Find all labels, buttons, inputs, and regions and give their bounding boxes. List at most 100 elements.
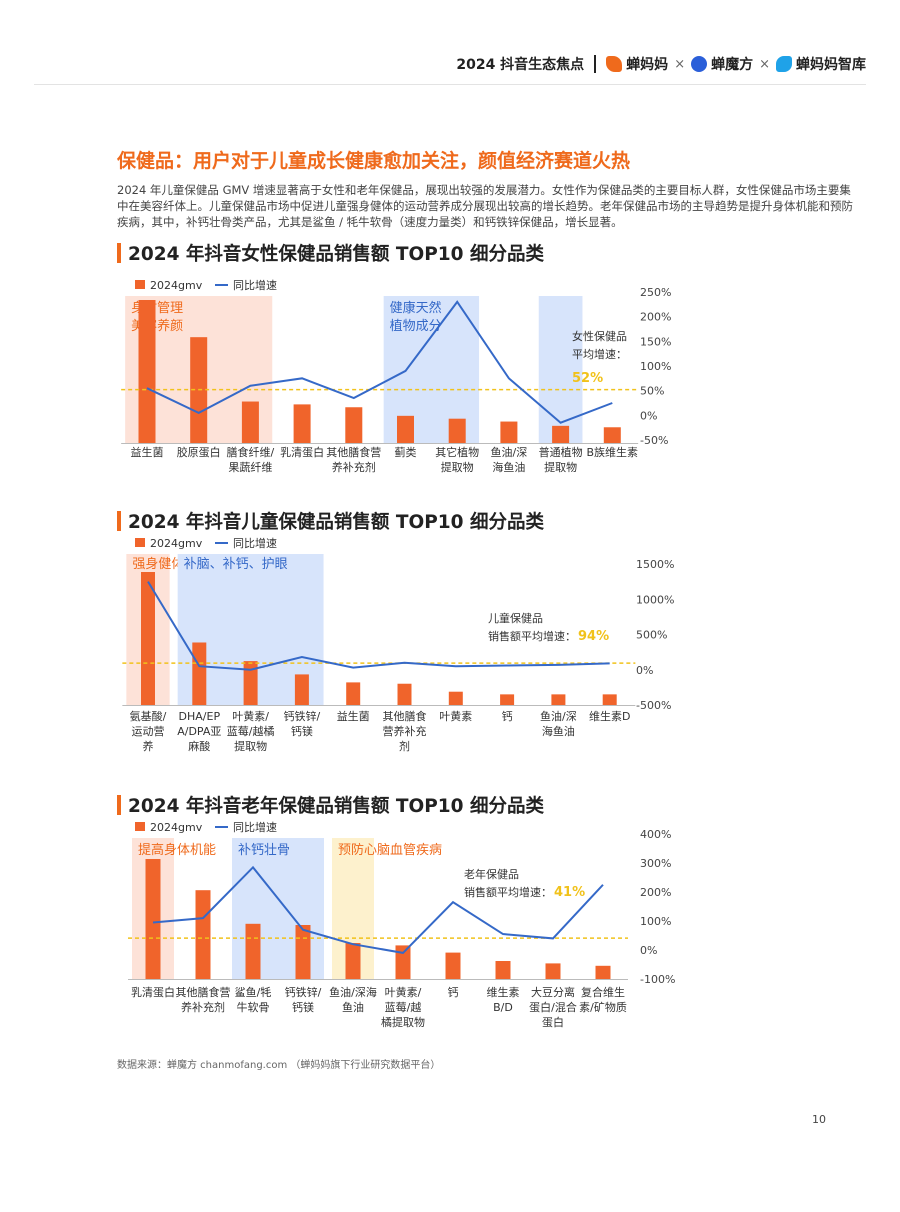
bar-9 — [551, 694, 566, 705]
y2-tick-label: 200% — [640, 311, 671, 324]
page-number: 10 — [812, 1113, 826, 1126]
category-label-8: 维生素 — [487, 985, 520, 999]
category-label-8: 钙 — [502, 709, 513, 723]
brand-chanmama: 蝉妈妈 — [606, 54, 668, 74]
bar-6 — [395, 945, 411, 979]
legend-bar-label: 2024gmv — [150, 279, 203, 292]
segment-label: 健康天然 — [390, 300, 442, 316]
segment-zone — [538, 296, 583, 443]
brand-separator: × — [759, 56, 770, 72]
bar-7 — [448, 691, 463, 705]
category-label-2: 胶原蛋白 — [177, 445, 221, 459]
category-label-6: 叶黄素/ — [385, 985, 422, 999]
growth-line — [152, 865, 604, 954]
segment-label: 强身健体 — [132, 556, 184, 572]
average-label: 平均增速： — [572, 347, 627, 361]
data-source-note: 数据来源：蝉魔方 chanmofang.com （蝉妈妈旗下行业研究数据平台） — [117, 1060, 441, 1071]
bar-5 — [346, 682, 361, 705]
bar-10 — [602, 694, 617, 705]
bar-1 — [145, 859, 161, 979]
category-label-9: 鱼油/深 — [540, 709, 577, 723]
category-label-3: 果蔬纤维 — [228, 461, 272, 474]
elderly-health-chart: 提高身体机能 补钙壮骨 预防心脑血管疾病 2024gmv 同比增速 400% 300% 200… — [128, 820, 675, 1029]
category-label-2: 其他膳食营 — [176, 985, 231, 999]
title-accent-bar — [117, 795, 121, 815]
bar-1 — [138, 300, 156, 443]
y2-tick-label: 0% — [636, 664, 653, 677]
category-label-8: 鱼油/深 — [491, 445, 528, 459]
category-label-9: 海鱼油 — [542, 724, 575, 738]
chart-title-elderly: 2024 年抖音老年保健品销售额 TOP10 细分品类 — [117, 792, 544, 818]
bar-8 — [500, 694, 515, 705]
brand-chanmofang: 蝉魔方 — [691, 54, 753, 74]
legend-line-label: 同比增速 — [233, 536, 277, 550]
category-label-2: 养补充剂 — [181, 1000, 225, 1014]
category-label-2: A/DPA亚 — [177, 725, 221, 738]
segment-label: 植物成分 — [390, 319, 442, 334]
report-header: 2024 抖音生态焦点 蝉妈妈 × 蝉魔方 × 蝉妈妈智库 — [456, 50, 866, 78]
segment-label: 提高身体机能 — [138, 842, 216, 858]
category-label-9: 蛋白 — [542, 1015, 564, 1029]
category-label-3: 牛软骨 — [237, 1000, 270, 1014]
category-label-2: 麻酸 — [188, 739, 210, 753]
y2-tick-label: 0% — [640, 409, 657, 422]
report-name: 2024 抖音生态焦点 — [456, 57, 585, 73]
bar-3 — [243, 661, 258, 705]
zhiku-logo-icon — [776, 56, 792, 72]
average-label: 儿童保健品 — [488, 611, 543, 625]
legend-bar-swatch — [135, 822, 145, 831]
category-label-6: 蓝莓/越 — [385, 1000, 422, 1014]
category-label-10: 维生素D — [589, 709, 630, 723]
segment-label: 补钙壮骨 — [238, 843, 290, 858]
brand-zhiku-name: 蝉妈妈智库 — [796, 57, 866, 73]
bar-10 — [603, 427, 621, 443]
y2-tick-label: 0% — [640, 944, 657, 957]
legend-line-label: 同比增速 — [233, 820, 277, 834]
bar-6 — [397, 683, 412, 705]
category-label-8: 海鱼油 — [492, 460, 525, 474]
category-label-7: 钙 — [448, 985, 459, 999]
bar-4 — [294, 674, 309, 705]
category-label-3: 提取物 — [234, 739, 267, 753]
bar-7 — [445, 952, 461, 979]
bar-9 — [545, 963, 561, 979]
category-label-7: 其它植物 — [435, 445, 479, 459]
category-label-6: 蓟类 — [395, 445, 417, 459]
legend-bar-label: 2024gmv — [150, 821, 203, 834]
title-accent-bar — [117, 511, 121, 531]
y2-tick-label: 50% — [640, 385, 664, 398]
category-label-5: 其他膳食营 — [326, 445, 381, 459]
bar-8 — [495, 961, 511, 979]
brand-chanmama-zhiku: 蝉妈妈智库 — [776, 54, 866, 74]
category-label-4: 钙镁 — [291, 724, 313, 738]
growth-line — [146, 300, 613, 424]
category-label-2: DHA/EP — [179, 710, 221, 723]
bar-2 — [192, 642, 207, 705]
bar-10 — [595, 965, 611, 979]
category-label-1: 氨基酸/ — [130, 709, 167, 723]
average-value: 94% — [578, 629, 609, 644]
category-label-3: 蓝莓/越橘 — [227, 724, 275, 738]
y2-tick-label: 100% — [640, 915, 671, 928]
y2-tick-label: 300% — [640, 857, 671, 870]
category-label-4: 钙铁锌/ — [285, 985, 322, 999]
y2-tick-label: -500% — [636, 699, 671, 712]
category-label-8: B/D — [493, 1001, 513, 1014]
bar-6 — [397, 415, 414, 443]
category-label-10: 素/矿物质 — [579, 1000, 627, 1014]
chart-title-women-text: 2024 年抖音女性保健品销售额 TOP10 细分品类 — [128, 244, 544, 265]
category-label-5: 益生菌 — [337, 709, 370, 723]
category-label-1: 乳清蛋白 — [131, 985, 175, 999]
title-accent-bar — [117, 243, 121, 263]
brand-chanmofang-name: 蝉魔方 — [711, 57, 754, 73]
category-label-7: 叶黄素 — [439, 709, 472, 723]
average-label: 销售额平均增速： — [488, 629, 576, 643]
category-label-5: 养补充剂 — [332, 460, 376, 474]
growth-line — [147, 581, 610, 671]
average-label: 销售额平均增速： — [464, 885, 552, 899]
category-label-4: 钙铁锌/ — [284, 709, 321, 723]
page-title: 保健品：用户对于儿童成长健康愈加关注，颜值经济赛道火热 — [117, 150, 631, 172]
y2-tick-label: 200% — [640, 886, 671, 899]
category-label-1: 运动营 — [132, 724, 165, 738]
